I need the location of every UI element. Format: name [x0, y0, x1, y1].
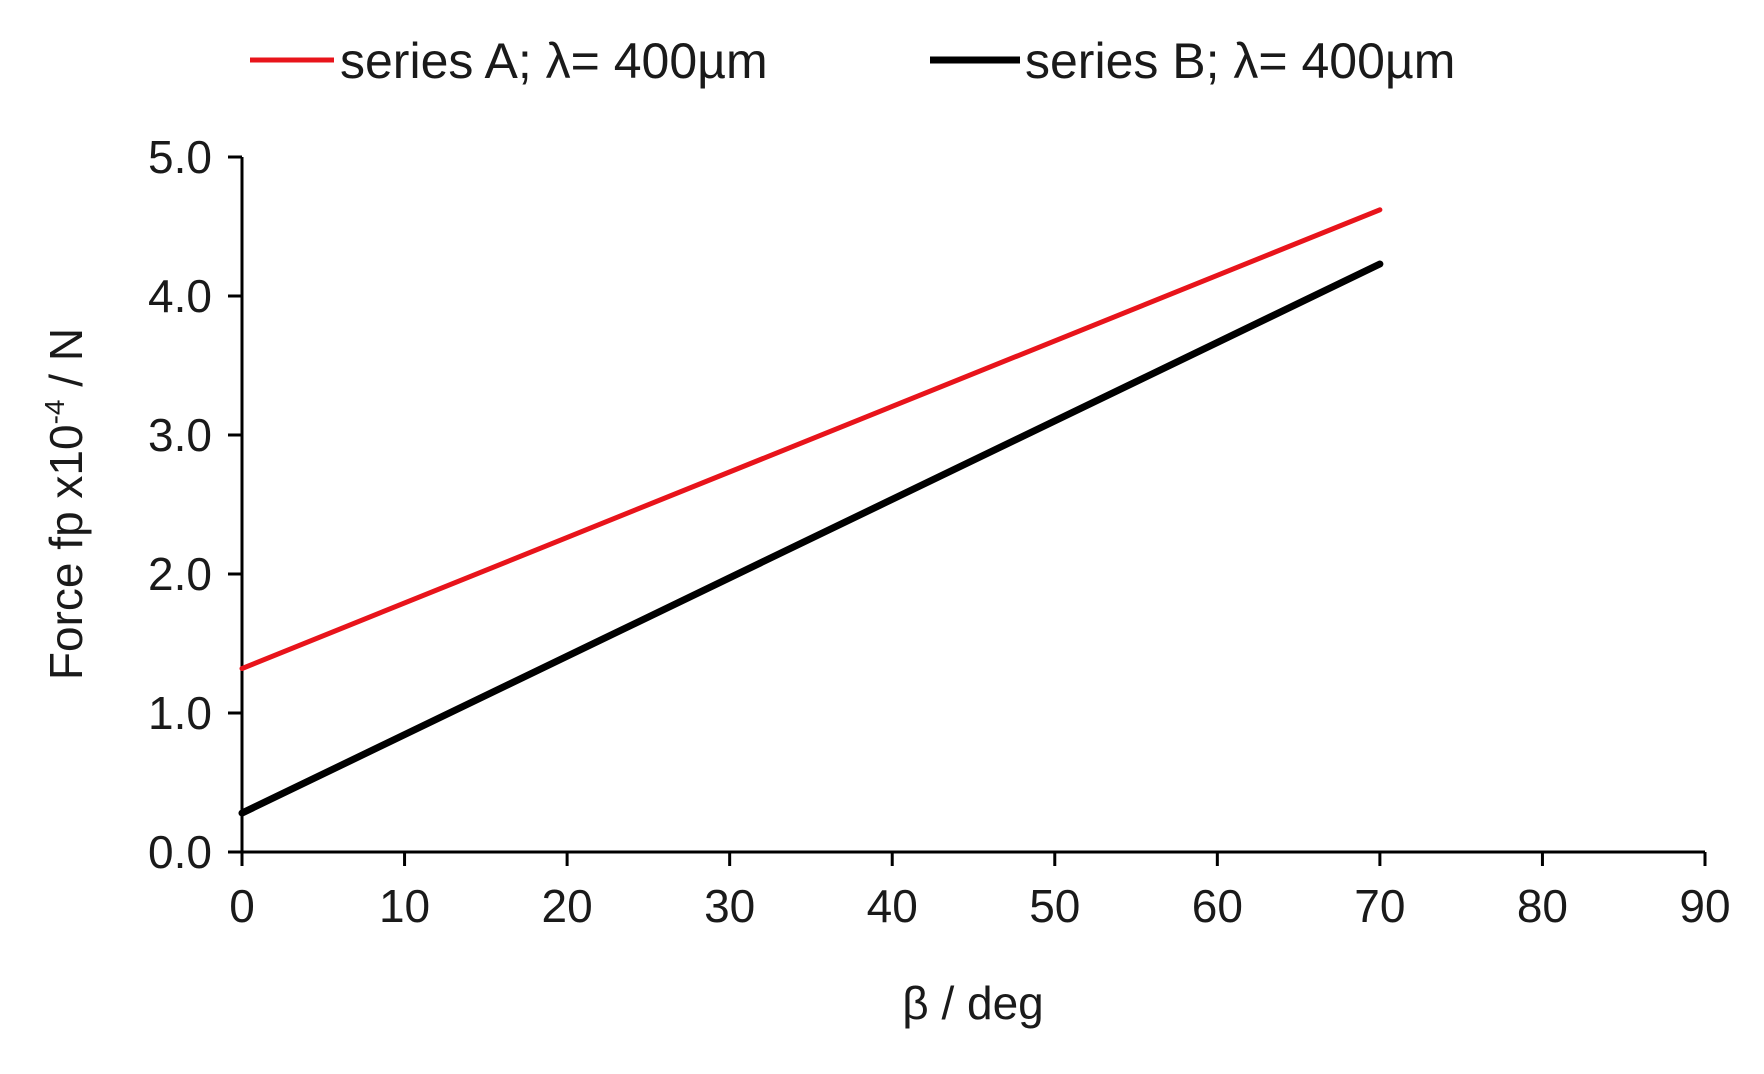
x-axis: 0 10 20 30 40 50 60 70 80 90 β / deg [229, 850, 1731, 1029]
x-tick-label: 10 [379, 880, 430, 932]
y-tick-label: 5.0 [148, 131, 212, 183]
series-a-line [239, 207, 1383, 672]
y-tick-label: 3.0 [148, 409, 212, 461]
x-tick-label: 80 [1517, 880, 1568, 932]
x-tick-label: 40 [867, 880, 918, 932]
x-tick-label: 0 [229, 880, 255, 932]
y-tick-label: 4.0 [148, 270, 212, 322]
legend-label-series-a: series A; λ= 400µm [340, 33, 768, 89]
legend-label-series-b: series B; λ= 400µm [1025, 33, 1455, 89]
y-axis-label: Force fp x10-4 / N [39, 328, 92, 680]
x-tick-label: 50 [1029, 880, 1080, 932]
y-tick-label: 2.0 [148, 548, 212, 600]
x-ticks: 0 10 20 30 40 50 60 70 80 90 [229, 852, 1731, 932]
y-tick-label: 1.0 [148, 687, 212, 739]
x-tick-label: 90 [1679, 880, 1730, 932]
x-tick-label: 30 [704, 880, 755, 932]
y-axis-label-main: Force fp x10 [40, 424, 92, 680]
y-axis-label-exponent: -4 [39, 399, 70, 424]
series-b-line [238, 260, 1384, 817]
legend: series A; λ= 400µm series B; λ= 400µm [250, 33, 1455, 89]
x-tick-label: 60 [1192, 880, 1243, 932]
x-tick-label: 20 [542, 880, 593, 932]
plot-series [238, 207, 1384, 817]
y-ticks: 0.0 1.0 2.0 3.0 4.0 5.0 [148, 131, 242, 878]
y-axis: 0.0 1.0 2.0 3.0 4.0 5.0 Force fp x10-4 / N [39, 131, 244, 878]
x-axis-label: β / deg [902, 977, 1044, 1029]
y-axis-label-unit: / N [40, 328, 92, 400]
y-tick-label: 0.0 [148, 826, 212, 878]
x-tick-label: 70 [1354, 880, 1405, 932]
